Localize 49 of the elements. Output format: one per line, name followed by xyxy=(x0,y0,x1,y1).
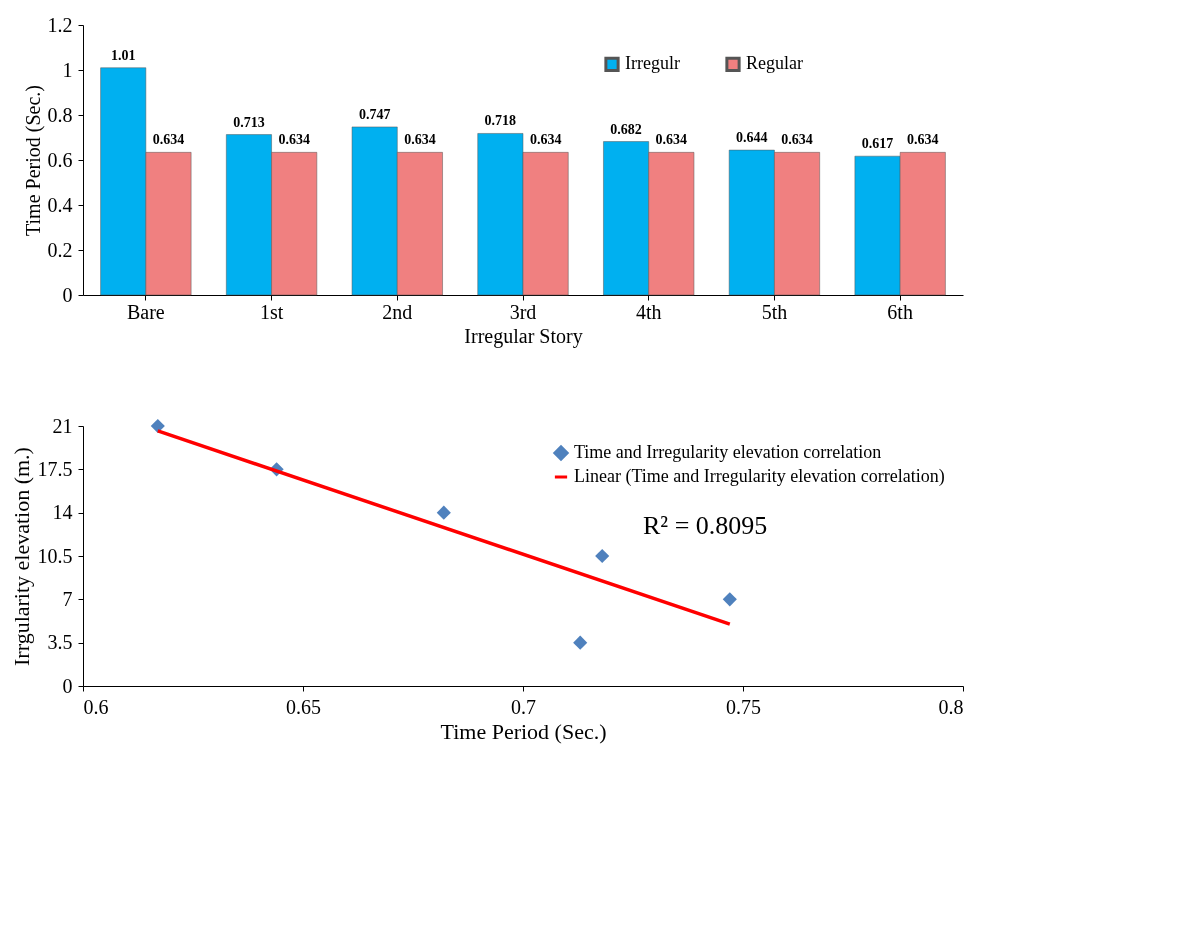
legend-label: Irregulr xyxy=(625,53,680,74)
annotation: R² = 0.8095 xyxy=(643,511,768,540)
y-tick-label: 21 xyxy=(52,414,73,437)
data-label: 0.634 xyxy=(278,132,310,148)
data-label: 0.634 xyxy=(781,132,813,148)
y-axis-title: Time Period (Sec.) xyxy=(21,85,45,236)
y-axis-title: Irrgularity elevation (m.) xyxy=(8,447,34,666)
data-label: 0.747 xyxy=(358,106,391,122)
data-label: 0.634 xyxy=(907,132,939,148)
legend-label: Linear (Time and Irregularity elevation correlation) xyxy=(574,466,945,487)
y-tick-label: 7 xyxy=(62,587,73,610)
data-label: 0.682 xyxy=(610,121,642,137)
x-tick-label: 3rd xyxy=(509,300,537,323)
y-tick-label: 17.5 xyxy=(37,457,73,480)
x-tick-label: 2nd xyxy=(382,300,413,323)
y-tick-label: 1 xyxy=(62,58,73,81)
y-tick-label: 1.2 xyxy=(47,13,73,36)
y-tick-label: 3.5 xyxy=(47,631,73,654)
x-tick-label: 0.75 xyxy=(726,695,761,718)
x-tick-label: 0.6 xyxy=(83,695,109,718)
y-tick-label: 10.5 xyxy=(37,544,73,567)
y-tick-label: 0.2 xyxy=(47,238,73,261)
y-tick-label: 0.4 xyxy=(47,193,73,216)
x-tick-label: 0.65 xyxy=(286,695,321,718)
data-label: 0.634 xyxy=(529,132,562,148)
y-tick-label: 14 xyxy=(52,501,73,524)
x-tick-label: 0.8 xyxy=(938,695,964,718)
data-label: 0.634 xyxy=(152,132,185,148)
data-label: 0.718 xyxy=(484,113,517,129)
x-tick-label: Bare xyxy=(126,300,165,323)
y-tick-label: 0.8 xyxy=(47,103,73,126)
data-label: 0.617 xyxy=(861,136,894,152)
y-tick-label: 0.6 xyxy=(47,148,73,171)
data-label: 1.01 xyxy=(110,47,136,63)
x-tick-label: 1st xyxy=(259,300,284,323)
x-tick-label: 4th xyxy=(635,300,662,323)
y-tick-label: 0 xyxy=(62,674,73,697)
x-tick-label: 6th xyxy=(887,300,913,323)
data-label: 0.634 xyxy=(655,132,688,148)
legend-label: Regular xyxy=(746,53,803,74)
x-axis-title: Irregular Story xyxy=(464,324,583,348)
data-label: 0.634 xyxy=(404,132,436,148)
data-label: 0.644 xyxy=(736,130,768,146)
data-label: 0.713 xyxy=(233,114,265,130)
x-tick-label: 5th xyxy=(761,300,788,323)
legend-label: Time and Irregularity elevation correlation xyxy=(574,442,882,462)
y-tick-label: 0 xyxy=(62,283,73,306)
x-tick-label: 0.7 xyxy=(511,695,536,718)
x-axis-title: Time Period (Sec.) xyxy=(440,718,607,744)
